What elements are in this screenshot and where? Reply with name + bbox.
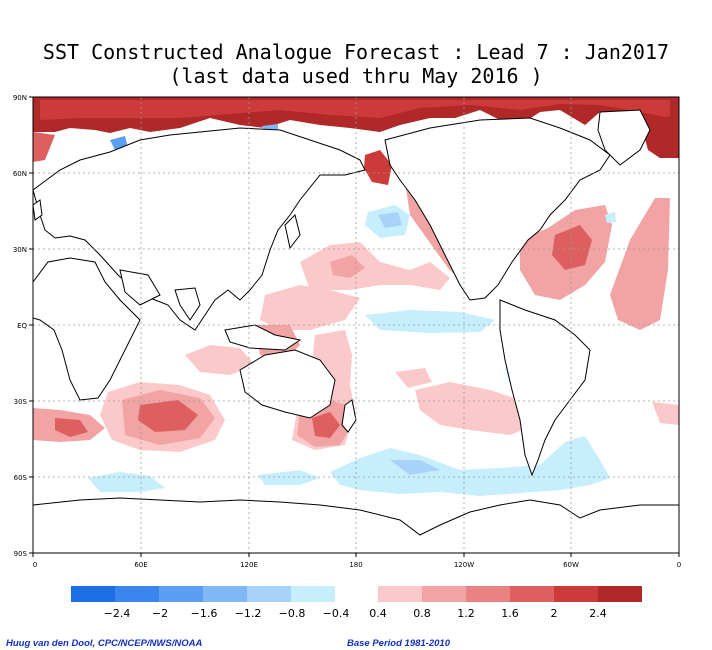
colorbar-swatch-positive: [422, 586, 466, 602]
map-title: SST Constructed Analogue Forecast : Lead…: [42, 40, 670, 64]
colorbar-label: −2: [152, 607, 168, 620]
map-subtitle: (last data used thru May 2016 ): [169, 64, 543, 88]
arctic-warm-inner: [40, 100, 670, 120]
colorbar-swatch-positive: [510, 586, 554, 602]
colorbar-swatch-negative: [291, 586, 335, 602]
greenland-warm: [640, 115, 679, 158]
colorbar-label: 1.6: [501, 607, 519, 620]
indian-ocean-warm: [185, 345, 255, 375]
colorbar-label: 1.2: [457, 607, 475, 620]
lat-label: EQ: [17, 322, 27, 330]
colorbar-swatch-positive: [598, 586, 642, 602]
colorbar-label: −2.4: [104, 607, 131, 620]
greenland-landmass: [597, 109, 651, 166]
atl-cold-spot: [605, 212, 616, 223]
south-america-landmass: [499, 299, 591, 477]
west-pacific-warm: [260, 285, 360, 330]
bering-warm: [364, 150, 392, 185]
npac-cold-core: [378, 212, 402, 228]
uk-landmass: [33, 199, 43, 221]
north-america-landmass: [384, 117, 611, 301]
colorbar-label: −0.8: [279, 607, 306, 620]
india-landmass: [174, 287, 201, 321]
lat-label: 30N: [13, 246, 27, 254]
east-atlantic-warm: [610, 198, 670, 330]
lon-label: 120E: [240, 561, 258, 569]
colorbar-swatch-negative: [115, 586, 159, 602]
colorbar-swatch-negative: [159, 586, 203, 602]
colorbar-swatch-positive: [466, 586, 510, 602]
base-period-note: Base Period 1981-2010: [347, 638, 450, 649]
colorbar-label: −1.6: [191, 607, 218, 620]
new-zealand-landmass: [341, 399, 357, 433]
colorbar-label: 0.4: [369, 607, 387, 620]
colorbar-swatch-positive: [554, 586, 598, 602]
nw-atlantic-warm-core: [552, 225, 592, 270]
southern-ocean-cold: [330, 436, 610, 496]
lon-label: 120W: [454, 561, 474, 569]
colorbar-label: 2.4: [589, 607, 607, 620]
tasman-warm-core: [312, 412, 340, 438]
colorbar-label: −0.4: [323, 607, 350, 620]
japan-landmass: [284, 214, 301, 250]
sw-indian-cold: [88, 472, 165, 492]
south-pacific-warm: [415, 382, 535, 435]
colorbar-label: 0.8: [413, 607, 431, 620]
longitude-labels: 0 60E 120E 180 120W 60W 0: [33, 561, 681, 569]
lon-label: 0: [33, 561, 37, 569]
central-npac-warm: [300, 242, 450, 290]
grid-lines: [33, 97, 679, 553]
lat-label: 90S: [14, 550, 28, 558]
lon-label: 180: [349, 561, 362, 569]
eq-pacific-cold: [365, 310, 495, 333]
se-atlantic-warm: [652, 402, 679, 425]
colorbar-positive: [378, 586, 642, 602]
colorbar-swatch-negative: [203, 586, 247, 602]
colorbar-swatch-positive: [378, 586, 422, 602]
author-credit: Huug van den Dool, CPC/NCEP/NWS/NOAA: [6, 638, 203, 649]
sw-pacific-warm: [395, 368, 432, 388]
continents: [33, 109, 679, 553]
colorbar-swatch-negative: [247, 586, 291, 602]
lat-label: 60S: [14, 474, 28, 482]
lat-label: 30S: [14, 398, 28, 406]
barents-warm: [33, 132, 55, 162]
colorbar-label: −1.2: [235, 607, 262, 620]
axis-ticks: [29, 96, 680, 557]
eurasia-landmass: [33, 127, 366, 331]
lon-label: 0: [677, 561, 681, 569]
south-indian-warm-core: [138, 400, 198, 432]
lon-label: 60W: [563, 561, 579, 569]
colorbar-negative: [71, 586, 335, 602]
lat-label: 60N: [13, 170, 27, 178]
south-atlantic-warm-core: [55, 418, 88, 437]
indonesia-landmass: [224, 324, 302, 351]
colorbar-label: 2: [551, 607, 558, 620]
antarctica-landmass: [33, 497, 679, 553]
latitude-labels: 90N 60N 30N EQ 30S 60S 90S: [13, 94, 28, 558]
colorbar-swatch-negative: [71, 586, 115, 602]
colorbar: −2.4 −2 −1.6 −1.2 −0.8 −0.4 0.4 0.8 1.2 …: [71, 586, 642, 620]
lon-label: 60E: [134, 561, 147, 569]
southern-ocean-cold-core: [390, 460, 440, 475]
africa-landmass: [33, 257, 141, 401]
lat-label: 90N: [13, 94, 27, 102]
arabia-landmass: [119, 269, 161, 306]
south-atlantic-cold: [258, 470, 320, 485]
